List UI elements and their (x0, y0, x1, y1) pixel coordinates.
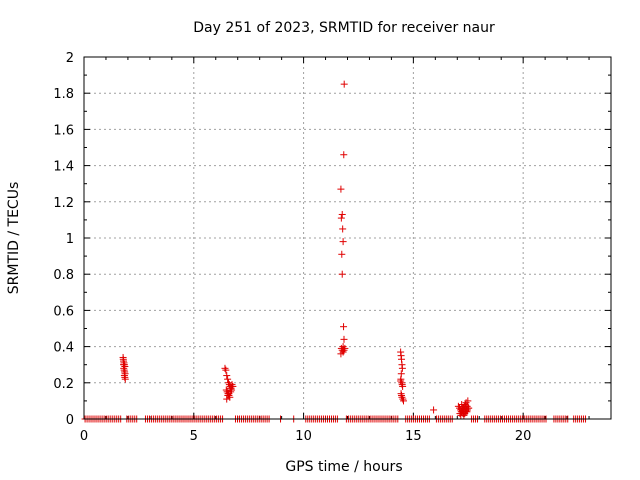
data-point (338, 210, 346, 218)
y-tick-label: 0.6 (53, 304, 74, 319)
y-tick-label: 0.4 (53, 341, 74, 356)
data-point (430, 406, 438, 414)
x-tick-label: 20 (515, 429, 532, 444)
data-point (399, 395, 407, 403)
data-point (461, 401, 469, 409)
data-point (340, 346, 348, 354)
data-point (121, 375, 129, 383)
data-point (454, 402, 462, 410)
data-point (340, 335, 348, 343)
x-axis-label: GPS time / hours (285, 459, 402, 475)
data-point (463, 406, 471, 414)
data-point (340, 151, 348, 159)
y-tick-label: 1 (66, 232, 74, 247)
x-tick-label: 10 (295, 429, 312, 444)
x-tick-label: 0 (80, 429, 88, 444)
chart-title: Day 251 of 2023, SRMTID for receiver nau… (193, 20, 495, 36)
data-point (338, 250, 346, 258)
data-point (222, 366, 230, 374)
data-point (337, 185, 345, 193)
data-point (340, 323, 348, 331)
data-point (464, 397, 472, 405)
data-point (397, 377, 405, 385)
data-point (398, 364, 406, 372)
data-point (224, 379, 232, 387)
plot-frame (83, 56, 612, 420)
y-tick-label: 0 (66, 413, 74, 428)
data-point (227, 388, 235, 396)
x-tick-label: 5 (190, 429, 198, 444)
data-point (221, 364, 229, 372)
y-tick-label: 0.2 (53, 377, 74, 392)
data-point (458, 408, 466, 416)
data-point (337, 350, 345, 358)
data-point (337, 214, 345, 222)
data-point (120, 361, 128, 369)
data-point (224, 375, 232, 383)
x-tick-label: 15 (405, 429, 422, 444)
y-tick-label: 1.8 (53, 87, 74, 102)
data-point (459, 404, 467, 412)
data-point (228, 386, 236, 394)
data-point (460, 411, 468, 419)
y-axis-label: SRMTID / TECUs (6, 182, 22, 295)
data-points (81, 80, 590, 423)
data-point (340, 80, 348, 88)
data-point (223, 372, 231, 380)
axis-ticks: 00.20.40.60.811.21.41.61.820 5 10 15 20 (53, 51, 611, 444)
data-point (399, 382, 407, 390)
data-point (229, 382, 237, 390)
data-point (225, 390, 233, 398)
y-tick-label: 1.4 (53, 160, 74, 175)
y-tick-label: 1.2 (53, 196, 74, 211)
y-tick-label: 1.6 (53, 123, 74, 138)
data-point (339, 238, 347, 246)
data-point (461, 410, 469, 418)
data-point (223, 395, 231, 403)
y-tick-label: 2 (66, 51, 74, 66)
data-point (224, 391, 232, 399)
data-point (398, 393, 406, 401)
data-point (338, 270, 346, 278)
data-point (465, 404, 473, 412)
y-tick-label: 0.8 (53, 268, 74, 283)
gridlines (84, 57, 611, 419)
data-point (341, 344, 349, 352)
data-point (226, 384, 234, 392)
data-point (339, 225, 347, 233)
data-point (399, 397, 407, 405)
